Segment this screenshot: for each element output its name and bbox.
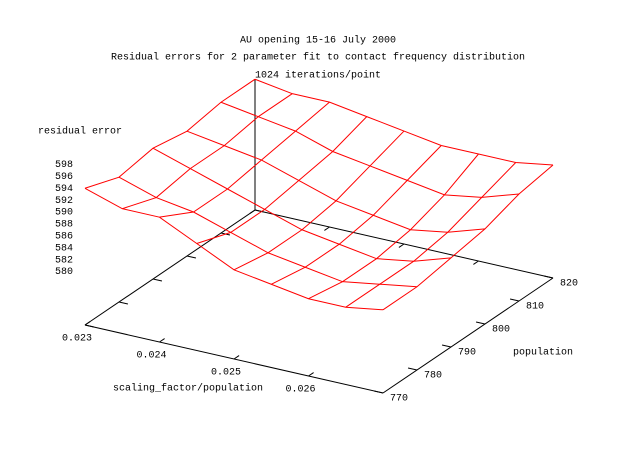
mesh-line-y [382, 164, 554, 311]
z-tick-label: 598 [55, 160, 73, 171]
z-axis-label: residual error [38, 126, 122, 138]
mesh-line-y [159, 101, 330, 218]
y-tick-label: 820 [560, 279, 578, 290]
mesh-line-x [118, 176, 418, 288]
chart-subtitle: Residual errors for 2 parameter fit to c… [111, 52, 525, 64]
z-tick-label: 586 [55, 231, 73, 242]
x-tick-mirror [324, 226, 330, 231]
y-tick-label: 800 [492, 325, 510, 336]
y-tick-mirror [118, 301, 129, 305]
y-tick-mirror [254, 209, 265, 213]
x-tick [233, 355, 240, 360]
y-tick [543, 275, 554, 279]
x-tick-mirror [398, 243, 405, 248]
x-tick-label: 0.025 [211, 368, 241, 379]
y-tick-mirror [84, 324, 95, 328]
mesh-line-y [84, 78, 256, 189]
mesh-line-y [308, 153, 479, 300]
x-tick [159, 338, 165, 343]
mesh-line-y [271, 145, 442, 285]
z-tick-label: 594 [55, 184, 73, 195]
z-tick-label: 590 [55, 208, 73, 219]
x-tick-label: 0.026 [285, 385, 315, 396]
y-tick [475, 321, 486, 325]
x-axis-label: scaling_factor/population [113, 383, 263, 395]
y-tick-mirror [186, 255, 197, 259]
y-tick-label: 790 [458, 348, 476, 359]
mesh-line-y [196, 116, 368, 244]
mesh-line-x [220, 101, 520, 198]
y-axis-label: population [513, 347, 573, 359]
x-tick-mirror [473, 260, 479, 265]
mesh-line-x [254, 78, 554, 166]
y-tick [441, 344, 452, 348]
z-tick-label: 582 [55, 255, 73, 266]
y-tick-label: 780 [424, 371, 442, 382]
base-edge [84, 209, 256, 326]
x-tick-label: 0.023 [62, 334, 92, 345]
y-tick [373, 390, 384, 394]
x-tick-label: 0.024 [136, 351, 166, 362]
y-tick [509, 298, 520, 302]
y-tick-label: 810 [526, 302, 544, 313]
y-tick-label: 770 [390, 394, 408, 405]
y-tick [407, 367, 418, 371]
z-tick-label: 584 [55, 243, 73, 254]
x-tick [84, 321, 91, 326]
annotation: 1024 iterations/point [255, 70, 381, 82]
x-tick [308, 372, 314, 377]
chart-title: AU opening 15-16 July 2000 [240, 35, 396, 47]
x-tick-mirror [249, 209, 256, 214]
mesh-line-y [345, 162, 517, 308]
base-edge [382, 277, 554, 394]
y-tick-mirror [152, 278, 163, 282]
z-tick-label: 592 [55, 196, 73, 207]
z-tick-label: 580 [55, 267, 73, 278]
mesh-line-y [233, 130, 405, 271]
z-tick-label: 588 [55, 220, 73, 231]
z-tick-label: 596 [55, 172, 73, 183]
mesh-line-y [122, 93, 293, 210]
